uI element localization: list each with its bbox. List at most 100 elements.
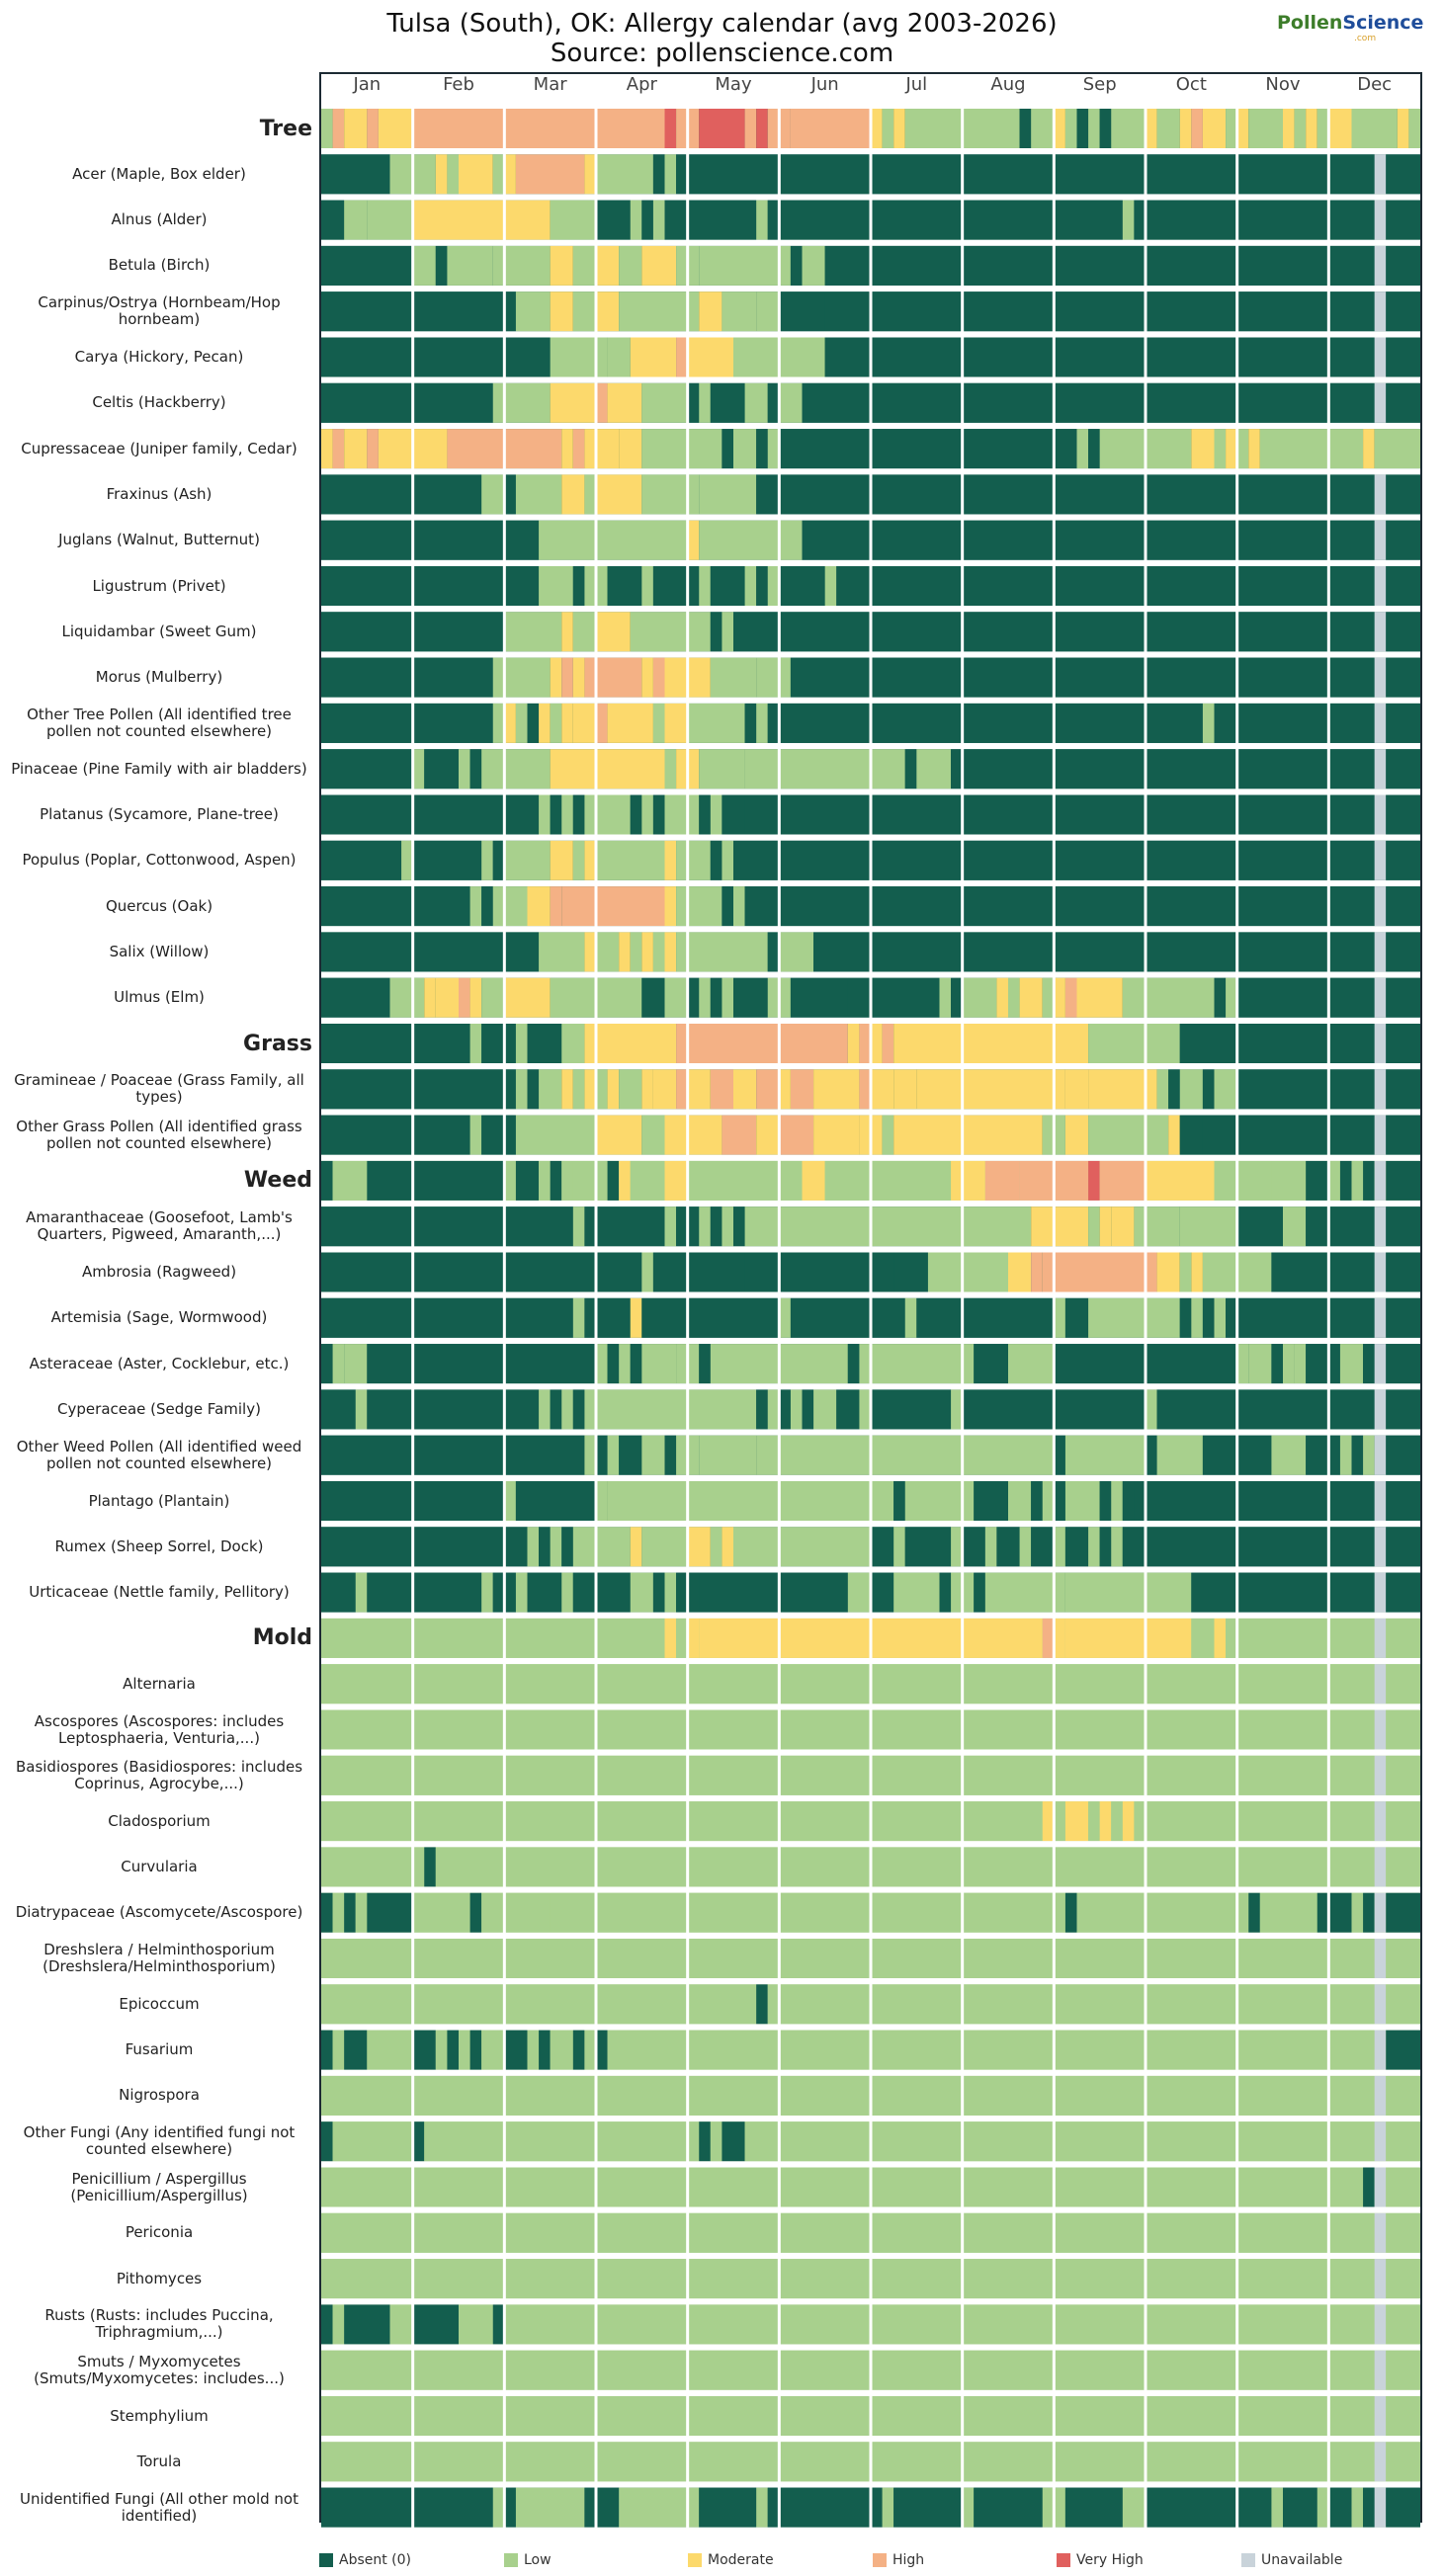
heat-cell xyxy=(424,749,459,789)
heat-cell xyxy=(676,886,722,927)
heat-cell xyxy=(596,703,608,743)
heat-cell xyxy=(355,1389,368,1430)
heat-cell xyxy=(619,1160,631,1201)
heat-cell xyxy=(722,977,733,1018)
heat-cell xyxy=(1064,1527,1089,1567)
heat-cell xyxy=(412,109,665,148)
heat-cell xyxy=(767,429,780,469)
heat-cell xyxy=(550,1527,562,1567)
heat-cell xyxy=(424,1892,470,1933)
heat-cell xyxy=(1122,977,1215,1018)
row-label: Fusarium xyxy=(125,2040,194,2059)
heat-cell xyxy=(607,703,653,743)
heat-cell xyxy=(515,1481,596,1521)
heat-cell xyxy=(951,977,963,1018)
heat-cell xyxy=(321,1069,516,1110)
heat-cell xyxy=(882,2487,894,2528)
heat-cell xyxy=(1111,1206,1135,1247)
heat-cell xyxy=(1236,1344,1249,1384)
heat-cell xyxy=(539,520,688,560)
heat-cell xyxy=(481,1572,493,1613)
heat-cell xyxy=(676,337,688,377)
heat-cell xyxy=(321,2075,1375,2116)
heat-cell xyxy=(767,703,1203,743)
heat-cell xyxy=(412,2304,459,2345)
heat-cell xyxy=(630,1160,665,1201)
heat-cell xyxy=(1306,1344,1340,1384)
heat-cell xyxy=(836,566,1375,606)
heat-cell xyxy=(550,291,573,332)
heat-cell xyxy=(847,977,940,1018)
row-label: Cladosporium xyxy=(108,1811,211,1830)
heat-cell xyxy=(492,886,528,927)
heat-cell xyxy=(767,1984,1375,2025)
heat-cell xyxy=(321,1527,528,1567)
heat-cell xyxy=(1386,2167,1420,2207)
heat-cell xyxy=(1386,1069,1420,1110)
heat-cell xyxy=(619,429,642,469)
month-label: Feb xyxy=(443,74,474,95)
row-label: Diatrypaceae (Ascomycete/Ascospore) xyxy=(15,1903,303,1922)
heat-cell xyxy=(664,1115,688,1155)
heat-cell xyxy=(676,840,711,880)
heat-cell xyxy=(1386,1206,1420,1247)
heat-cell xyxy=(1226,429,1237,469)
heat-cell xyxy=(652,1069,677,1110)
heat-cell xyxy=(802,245,825,286)
heat-cell xyxy=(607,382,642,423)
heat-cell xyxy=(504,703,516,743)
heat-cell xyxy=(1386,1709,1420,1750)
heat-cell xyxy=(1099,109,1112,148)
heat-cell xyxy=(344,1892,356,1933)
heat-cell xyxy=(1226,1618,1375,1658)
heat-cell xyxy=(676,1618,688,1658)
heat-cell xyxy=(321,1252,642,1292)
brand-logo[interactable]: PollenScience xyxy=(1277,12,1423,34)
row-label: Basidiospores (Basidiospores: includes C… xyxy=(15,1757,303,1792)
legend-label: Unavailable xyxy=(1261,2552,1343,2568)
heat-cell xyxy=(321,429,333,469)
heat-cell xyxy=(1374,520,1387,560)
heat-cell xyxy=(859,1344,975,1384)
heat-cell xyxy=(699,1435,757,1475)
heat-cell xyxy=(687,977,700,1018)
heat-cell xyxy=(550,1892,1065,1933)
heat-cell xyxy=(1283,109,1295,148)
heat-cell xyxy=(1271,1344,1283,1384)
heat-cell xyxy=(367,2030,413,2070)
heat-cell xyxy=(1076,429,1089,469)
legend-item: Moderate xyxy=(688,2552,774,2568)
month-label: Aug xyxy=(990,74,1026,95)
heat-cell xyxy=(1214,1252,1237,1292)
heat-cell xyxy=(459,2030,470,2070)
row-label: Other Grass Pollen (All identified grass… xyxy=(16,1117,302,1152)
heat-cell xyxy=(1179,1252,1192,1292)
heat-cell xyxy=(550,245,573,286)
heat-cell xyxy=(664,1160,688,1201)
heat-cell xyxy=(1031,1481,1043,1521)
heat-cell xyxy=(424,1847,436,1887)
heat-cell xyxy=(756,1115,780,1155)
heat-cell xyxy=(469,1024,482,1063)
heat-cell xyxy=(1214,1069,1237,1110)
heat-cell xyxy=(1134,1801,1375,1842)
legend-swatch xyxy=(873,2553,887,2567)
month-label: May xyxy=(715,74,752,95)
heat-cell xyxy=(561,429,573,469)
legend-item: Very High xyxy=(1057,2552,1144,2568)
heat-cell xyxy=(572,1160,608,1201)
heat-cell xyxy=(344,109,368,148)
heat-cell xyxy=(1374,612,1387,652)
heat-cell xyxy=(699,382,711,423)
heat-cell xyxy=(756,657,791,698)
heat-cell xyxy=(321,474,482,515)
heat-cell xyxy=(584,2487,620,2528)
row-label: Platanus (Sycamore, Plane-tree) xyxy=(40,805,279,823)
heat-cell xyxy=(1306,1206,1375,1247)
heat-cell xyxy=(1214,429,1227,469)
heat-cell xyxy=(1397,109,1409,148)
heat-cell xyxy=(504,1481,516,1521)
heat-cell xyxy=(412,200,551,240)
heat-cell xyxy=(1386,2075,1420,2116)
row-label: Celtis (Hackberry) xyxy=(92,393,226,412)
